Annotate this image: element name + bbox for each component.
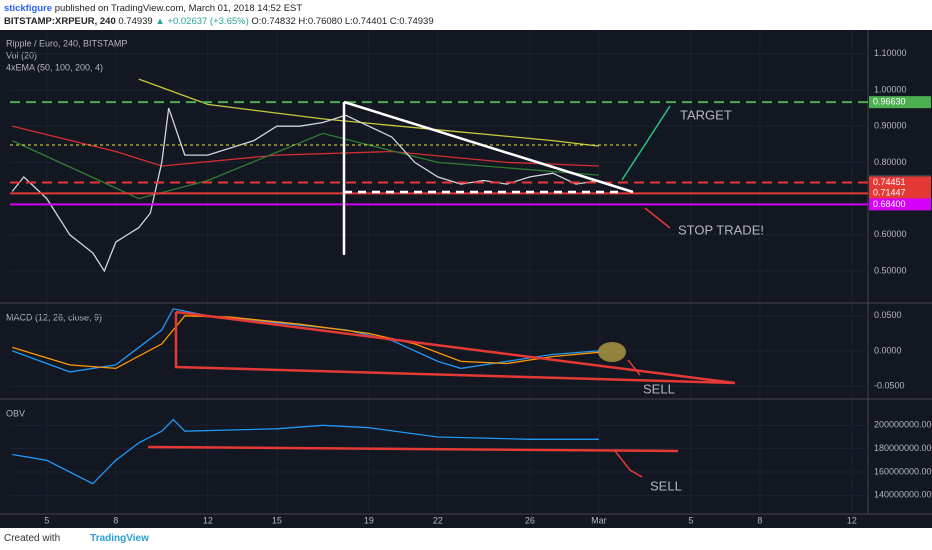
x-tick-label: 12: [203, 515, 213, 525]
published: published on TradingView.com, March 01, …: [54, 3, 303, 14]
y-tick-label: 0.60000: [874, 229, 907, 239]
y-tick-label: 0.90000: [874, 121, 907, 131]
price-label-bg: [869, 187, 931, 200]
x-tick-label: 8: [113, 515, 118, 525]
annotation: TARGET: [680, 107, 732, 122]
y-tick-label: 0.0000: [874, 345, 902, 355]
annotation: STOP TRADE!: [678, 222, 764, 237]
target-arrow: [621, 105, 671, 181]
symbol: BITSTAMP:XRPEUR, 240: [4, 16, 116, 27]
sell-arrow: [627, 359, 641, 376]
x-tick-label: 8: [757, 515, 762, 525]
price-label: 0.96630: [873, 97, 906, 107]
x-tick-label: 15: [272, 515, 282, 525]
ohlc: O:0.74832 H:0.76080 L:0.74401 C:0.74939: [251, 16, 434, 27]
author[interactable]: stickfigure: [4, 3, 53, 14]
price-label-bg: [869, 198, 931, 211]
price-label: 0.74451: [873, 177, 906, 187]
y-tick-label: 0.80000: [874, 157, 907, 167]
annotation: SELL: [650, 478, 682, 493]
series-line: [12, 418, 599, 485]
brand[interactable]: TradingView: [90, 533, 149, 544]
quote-line: BITSTAMP:XRPEUR, 240 0.74939 ▲ +0.02637 …: [4, 15, 928, 28]
price-label: 0.68400: [873, 199, 906, 209]
x-tick-label: 26: [525, 515, 535, 525]
pane-title: OBV: [6, 408, 25, 418]
triangle-top: [343, 100, 634, 194]
x-tick-label: 22: [433, 515, 443, 525]
series-line: [138, 78, 599, 147]
y-tick-label: 1.00000: [874, 84, 907, 94]
y-tick-label: 0.0500: [874, 310, 902, 320]
footer: Created with TradingView: [0, 528, 932, 550]
pane-title: Ripple / Euro, 240, BITSTAMP: [6, 38, 127, 48]
sell-arrow: [614, 450, 643, 478]
stop-arrow: [644, 207, 671, 229]
price-label: 0.71447: [873, 188, 906, 198]
y-tick-label: 200000000.0000: [874, 420, 932, 430]
last: 0.74939: [118, 16, 153, 27]
x-tick-label: 12: [847, 515, 857, 525]
indicator-label: Vol (20): [6, 50, 37, 60]
x-tick-label: 19: [364, 515, 374, 525]
background: [0, 30, 932, 528]
created: Created with: [4, 533, 61, 544]
pane-title: MACD (12, 26, close, 9): [6, 312, 102, 322]
y-tick-label: 180000000.0000: [874, 443, 932, 453]
y-tick-label: 140000000.0000: [874, 490, 932, 500]
series-line: [12, 125, 599, 167]
header: stickfigure published on TradingView.com…: [0, 0, 932, 30]
x-tick-label: 5: [688, 515, 693, 525]
indicator-label: 4xEMA (50, 100, 200, 4): [6, 62, 103, 72]
price-label-bg: [869, 176, 931, 189]
y-tick-label: 0.50000: [874, 265, 907, 275]
series-line: [12, 315, 599, 370]
macd-wedge: [174, 310, 736, 385]
annotation: SELL: [643, 381, 675, 396]
chart: 5 8 12 15 19 22 26 Mar 5 8 12 Ripple / Euro, 240, B…: [0, 30, 932, 528]
y-tick-label: 160000000.0000: [874, 466, 932, 476]
y-tick-label: -0.0500: [874, 380, 905, 390]
series-line: [11, 107, 600, 273]
change: ▲ +0.02637 (+3.65%): [155, 16, 249, 27]
obv-line: [147, 445, 679, 453]
publish-line: stickfigure published on TradingView.com…: [4, 2, 928, 15]
y-tick-label: 1.10000: [874, 48, 907, 58]
series-line: [12, 132, 599, 200]
price-label-bg: [869, 96, 931, 109]
cross-mark: [598, 342, 626, 362]
x-tick-label: 5: [44, 515, 49, 525]
x-tick-label: Mar: [591, 515, 607, 525]
